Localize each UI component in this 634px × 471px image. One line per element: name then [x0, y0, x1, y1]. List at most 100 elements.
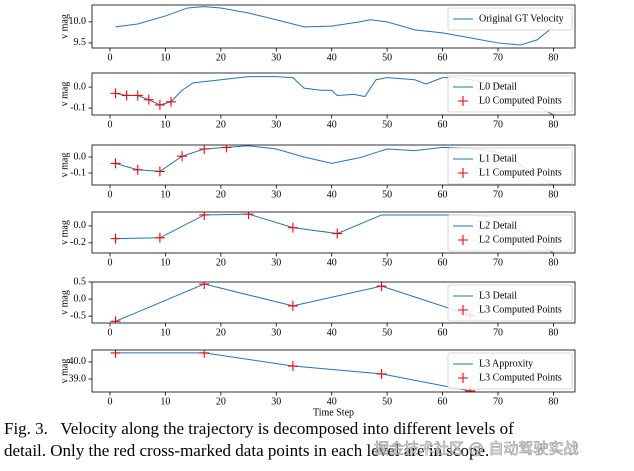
legend-label: L2 Computed Points: [479, 234, 562, 245]
x-tick-label: 80: [548, 119, 558, 130]
x-tick-label: 80: [548, 257, 558, 268]
data-point: [199, 282, 210, 290]
data-point: [110, 233, 121, 244]
x-tick-label: 0: [108, 52, 113, 63]
x-tick-label: 80: [548, 396, 558, 407]
y-tick-label: 0.0: [74, 220, 87, 231]
x-tick-label: 40: [327, 119, 337, 130]
data-point: [110, 350, 121, 358]
x-tick-label: 40: [327, 52, 337, 63]
x-tick-label: 60: [438, 189, 448, 200]
legend-label: L1 Computed Points: [479, 167, 562, 178]
y-tick-label: -0.1: [70, 167, 86, 178]
data-point: [199, 212, 210, 220]
legend-marker: [458, 235, 468, 245]
data-point: [177, 151, 188, 162]
y-axis-label: v mag: [59, 153, 70, 178]
x-tick-label: 70: [493, 52, 503, 63]
x-tick-label: 20: [216, 396, 226, 407]
legend-marker: [458, 305, 468, 315]
x-tick-label: 70: [493, 396, 503, 407]
axes-frame: [91, 144, 576, 186]
legend-box: [447, 75, 573, 113]
legend-label: L3 Computed Points: [479, 372, 562, 383]
x-tick-label: 30: [271, 189, 281, 200]
axes-frame: [91, 211, 576, 254]
data-point: [110, 316, 121, 323]
legend-box: [447, 352, 573, 390]
axes-frame: [91, 4, 576, 49]
data-point: [154, 99, 165, 110]
legend-label: L0 Computed Points: [479, 95, 562, 106]
x-tick-label: 30: [271, 327, 281, 338]
axes-frame: [91, 72, 576, 116]
x-tick-label: 10: [160, 119, 170, 130]
legend-label: L1 Detail: [479, 153, 517, 164]
y-tick-label: 39.0: [69, 373, 87, 384]
x-tick-label: 70: [493, 189, 503, 200]
legend-box: [447, 7, 573, 31]
x-tick-label: 30: [271, 119, 281, 130]
data-point: [143, 94, 154, 105]
legend-label: L3 Detail: [479, 290, 517, 301]
y-tick-label: -0.5: [70, 310, 86, 321]
y-tick-label: 0.5: [74, 276, 87, 287]
data-point: [132, 164, 143, 175]
plot-area: [110, 282, 476, 323]
y-tick-label: 0.0: [74, 151, 87, 162]
data-point: [121, 90, 132, 101]
data-line: [115, 6, 554, 46]
x-tick-label: 20: [216, 119, 226, 130]
x-tick-label: 50: [382, 327, 392, 338]
y-tick-label: -0.1: [70, 102, 86, 113]
x-tick-label: 40: [327, 327, 337, 338]
x-tick-label: 30: [271, 257, 281, 268]
legend-box: [447, 147, 573, 185]
y-tick-label: 0.0: [74, 81, 87, 92]
legend-marker: [458, 373, 468, 383]
x-tick-label: 70: [493, 119, 503, 130]
x-tick-label: 80: [548, 52, 558, 63]
x-tick-label: 0: [108, 327, 113, 338]
x-tick-label: 0: [108, 119, 113, 130]
x-tick-label: 40: [327, 396, 337, 407]
x-tick-label: 30: [271, 52, 281, 63]
x-tick-label: 80: [548, 189, 558, 200]
legend-marker: [458, 168, 468, 178]
x-tick-label: 20: [216, 257, 226, 268]
y-axis-label: v mag: [59, 14, 70, 39]
legend-box: [447, 284, 573, 322]
y-tick-label: 9.5: [74, 37, 87, 48]
x-tick-label: 10: [160, 327, 170, 338]
legend-marker: [458, 96, 468, 106]
y-axis-label: v mag: [59, 290, 70, 315]
x-tick-label: 60: [438, 396, 448, 407]
x-axis-label: Time Step: [313, 407, 354, 418]
caption-line: detail. Only the red cross-marked data p…: [4, 441, 489, 460]
data-point: [376, 368, 387, 379]
data-point: [221, 145, 232, 153]
watermark: 掘金技术社区 @ 自动驾驶实战: [374, 440, 579, 458]
legend-box: [447, 214, 573, 252]
y-tick-label: 10.0: [69, 16, 87, 27]
axes-frame: [91, 281, 576, 324]
x-tick-label: 10: [160, 52, 170, 63]
y-tick-label: 0.0: [74, 293, 87, 304]
x-tick-label: 60: [438, 327, 448, 338]
x-tick-label: 20: [216, 327, 226, 338]
data-point: [199, 145, 210, 154]
data-point: [199, 350, 210, 358]
legend-label: Original GT Velocity: [479, 13, 564, 24]
x-tick-label: 80: [548, 327, 558, 338]
y-axis-label: v mag: [59, 359, 70, 384]
x-tick-label: 50: [382, 257, 392, 268]
x-tick-label: 50: [382, 189, 392, 200]
caption-line: Fig. 3. Velocity along the trajectory is…: [4, 419, 514, 438]
x-tick-label: 20: [216, 52, 226, 63]
data-point: [154, 232, 165, 243]
x-tick-label: 30: [271, 396, 281, 407]
legend-label: L3 Approxity: [479, 358, 533, 369]
x-tick-label: 50: [382, 119, 392, 130]
x-tick-label: 10: [160, 257, 170, 268]
